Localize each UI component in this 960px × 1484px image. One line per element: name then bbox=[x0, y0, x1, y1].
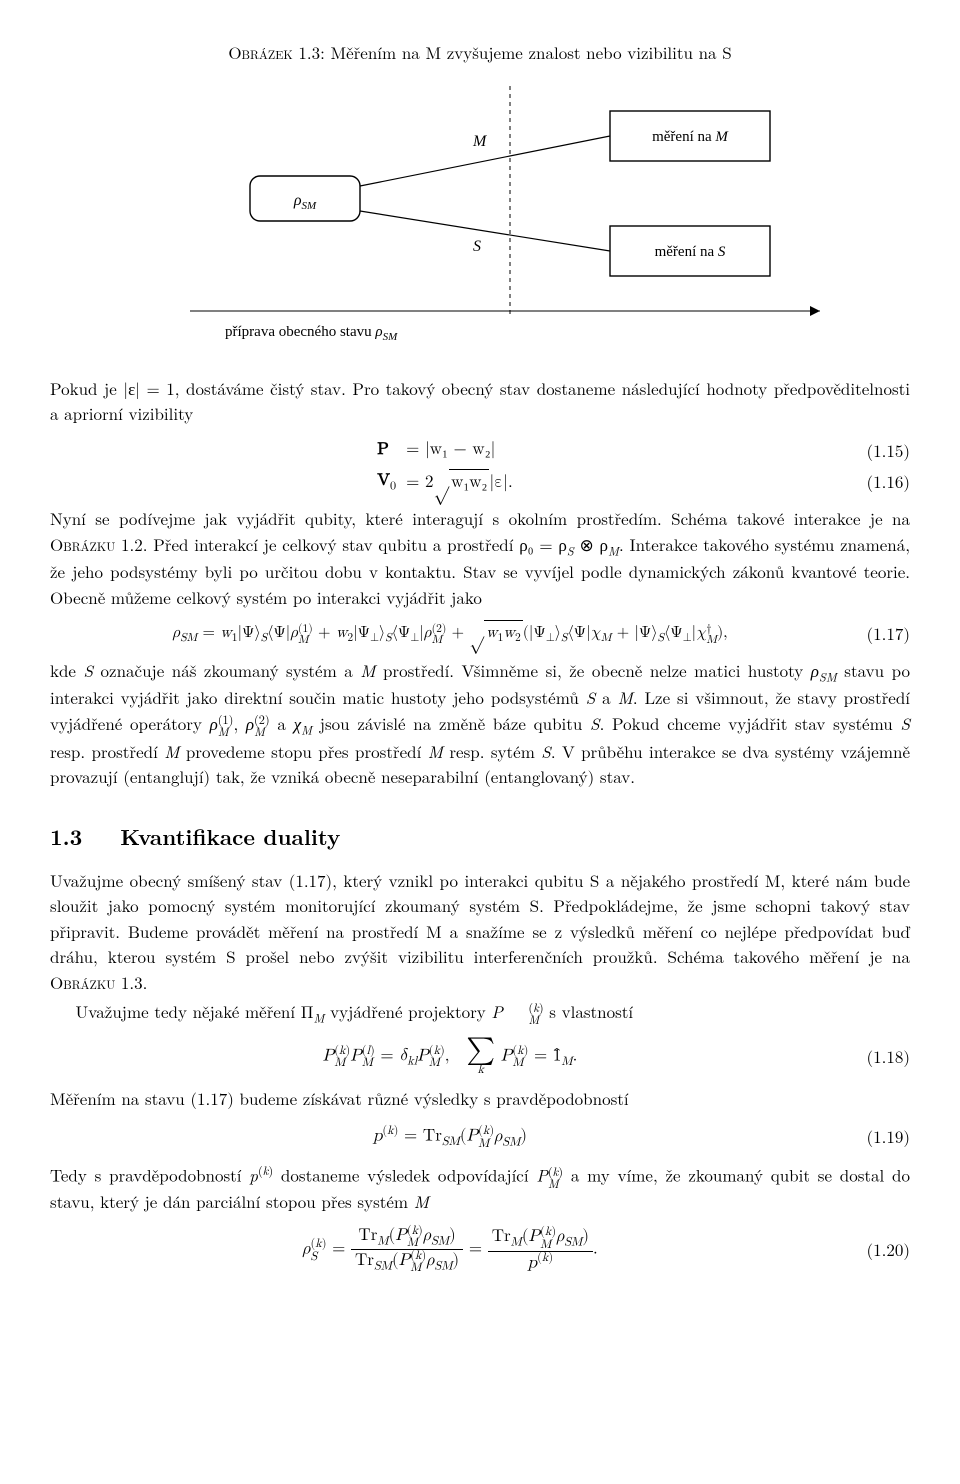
para-3: kde S označuje náš zkoumaný systém a M p… bbox=[50, 658, 910, 790]
eq-1.15-num: (1.15) (1.16) bbox=[850, 438, 910, 495]
eq-1.18-body: P(k)MP(l)M = δklP(k)M, ∑k P(k)M = 1̂M. bbox=[50, 1037, 850, 1076]
para2c: ⊗ ρ bbox=[574, 532, 608, 556]
figure-caption-sc: Obrázek bbox=[228, 40, 292, 64]
eq15-lhs1: P bbox=[377, 441, 389, 458]
eq15-rhs2a: = 2 bbox=[406, 474, 433, 491]
para4-sc: Obrázku bbox=[50, 970, 115, 994]
prep-label: příprava obecného stavu ρSM bbox=[225, 324, 398, 343]
section-title: Kvantifikace duality bbox=[120, 821, 340, 852]
meas-m-label: měření na M bbox=[652, 129, 729, 145]
section-num: 1.3 bbox=[50, 821, 82, 852]
para-4: Uvažujme obecný smíšený stav (1.17), kte… bbox=[50, 868, 910, 996]
eq-1.17: ρSM = w1|Ψ⟩S⟨Ψ|ρ(1)M + w2|Ψ⊥⟩S⟨Ψ⊥|ρ(2)M … bbox=[50, 620, 910, 647]
eq-1.20-body: ρ(k)S = TrM(P(k)MρSM) TrSM(P(k)MρSM) = T… bbox=[50, 1225, 850, 1275]
eq-1.18: P(k)MP(l)M = δklP(k)M, ∑k P(k)M = 1̂M. (… bbox=[50, 1037, 910, 1076]
eq-1.20: ρ(k)S = TrM(P(k)MρSM) TrSM(P(k)MρSM) = T… bbox=[50, 1225, 910, 1275]
eq-1.15-1.16-body: P = |w₁ − w₂| V0 = 2√w₁w₂|ε|. bbox=[50, 437, 850, 497]
eq-1.15-1.16: P = |w₁ − w₂| V0 = 2√w₁w₂|ε|. (1.15) (1.… bbox=[50, 437, 910, 497]
arrow-head bbox=[810, 306, 820, 316]
eq15-rhs1: = |w₁ − w₂| bbox=[406, 437, 513, 463]
meas-s-label: měření na S bbox=[655, 244, 726, 260]
label-s: S bbox=[473, 238, 481, 255]
para-5: Uvažujme tedy nějaké měření ΠM vyjádřené… bbox=[50, 999, 910, 1027]
eq-1.19-body: p(k) = TrSM(P(k)MρSM) bbox=[50, 1122, 850, 1151]
eq15-rhs2c: |ε|. bbox=[489, 474, 512, 491]
para2-sc: Obrázku bbox=[50, 532, 115, 556]
para2c-sub: M bbox=[608, 541, 619, 559]
diagram-svg: ρSM M S měření na M měření na S příprava… bbox=[130, 86, 830, 346]
para-7: Tedy s pravděpodobností p(k) dostaneme v… bbox=[50, 1161, 910, 1215]
para-1-text: Pokud je |ε| = 1, dostáváme čistý stav. … bbox=[50, 376, 910, 426]
eqno-1.17: (1.17) bbox=[850, 621, 910, 647]
eqno-1.20: (1.20) bbox=[850, 1237, 910, 1263]
eqno-1.15: (1.15) bbox=[850, 438, 910, 464]
section-heading: 1.3 Kvantifikace duality bbox=[50, 820, 910, 853]
line-to-s bbox=[360, 211, 610, 251]
eqno-1.18: (1.18) bbox=[850, 1044, 910, 1070]
figure-caption: Obrázek 1.3: Měřením na M zvyšujeme znal… bbox=[50, 40, 910, 66]
figure-caption-rest: 1.3: Měřením na M zvyšujeme znalost nebo… bbox=[293, 40, 732, 64]
label-m: M bbox=[472, 133, 488, 150]
para2b: 1.2. Před interakcí je celkový stav qubi… bbox=[115, 532, 567, 556]
eqno-1.16: (1.16) bbox=[850, 469, 910, 495]
para2a: Nyní se podívejme jak vyjádřit qubity, k… bbox=[50, 506, 910, 530]
eq-1.19: p(k) = TrSM(P(k)MρSM) (1.19) bbox=[50, 1122, 910, 1151]
figure-diagram: ρSM M S měření na M měření na S příprava… bbox=[50, 86, 910, 346]
eqno-1.19: (1.19) bbox=[850, 1124, 910, 1150]
para2b-sub: S bbox=[567, 541, 574, 559]
para-1: Pokud je |ε| = 1, dostáváme čistý stav. … bbox=[50, 376, 910, 427]
para4b: 1.3. bbox=[115, 970, 147, 994]
eq15-rhs2b: w₁w₂ bbox=[451, 474, 487, 491]
para-2: Nyní se podívejme jak vyjádřit qubity, k… bbox=[50, 506, 910, 610]
eq-1.17-body: ρSM = w1|Ψ⟩S⟨Ψ|ρ(1)M + w2|Ψ⊥⟩S⟨Ψ⊥|ρ(2)M … bbox=[50, 620, 850, 647]
para4a: Uvažujme obecný smíšený stav (1.17), kte… bbox=[50, 868, 910, 969]
para-6: Měřením na stavu (1.17) budeme získávat … bbox=[50, 1086, 910, 1112]
rho-box bbox=[250, 176, 360, 221]
eq15-lhs2-sub: 0 bbox=[390, 481, 396, 493]
